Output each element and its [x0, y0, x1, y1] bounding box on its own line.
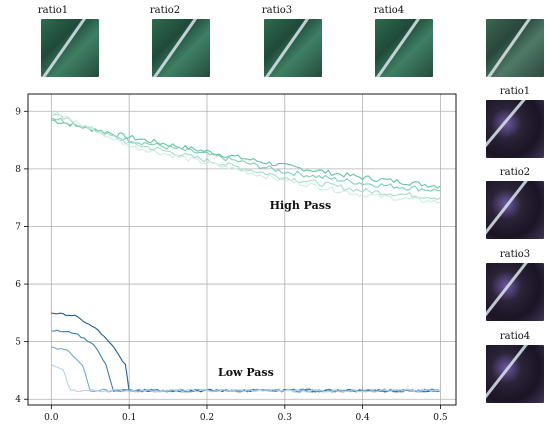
high-pass-series-line-4: [51, 111, 441, 204]
top-thumb-label-3: ratio3: [261, 5, 293, 16]
top-thumb-image-4: [375, 19, 433, 77]
top-thumb-label-4: ratio4: [373, 5, 405, 16]
top-thumb-label-2: ratio2: [149, 5, 181, 16]
line-chart: 0.0 0.1 0.2 0.3 0.4 0.5 4 5 6 7 8 9 High Pass Low Pas…: [15, 93, 457, 423]
top-thumb-label-1: ratio1: [37, 5, 69, 16]
plot-frame: [27, 93, 457, 406]
side-thumb-image-2: [486, 181, 544, 239]
x-tick-label: 0.4: [355, 413, 370, 423]
y-tick-label: 4: [15, 395, 21, 405]
high-pass-series-line-2: [51, 117, 441, 192]
chart-container: 0.0 0.1 0.2 0.3 0.4 0.5 4 5 6 7 8 9 High Pass Low Pas…: [0, 92, 470, 423]
y-tick-label: 5: [15, 338, 21, 348]
side-thumb-label-2: ratio2: [499, 167, 531, 178]
side-thumb-image-1: [486, 100, 544, 158]
top-thumb-image-2: [152, 19, 210, 77]
annotation-high-pass: High Pass: [270, 199, 332, 212]
x-tick-label: 0.5: [433, 413, 448, 423]
top-thumb-image-1: [41, 19, 99, 77]
x-tick-label: 0.0: [44, 413, 59, 423]
y-tick-label: 6: [15, 280, 21, 290]
low-pass-series-line-6: [51, 329, 441, 393]
low-pass-series-line-7: [51, 346, 441, 393]
x-tick-label: 0.3: [278, 413, 293, 423]
top-thumb-image-3: [264, 19, 322, 77]
y-tick-label: 9: [15, 107, 21, 117]
side-thumb-label-1: ratio1: [499, 86, 531, 97]
side-thumb-label-3: ratio3: [499, 249, 531, 260]
low-pass-series-line-5: [51, 312, 441, 393]
low-pass-series-line-8: [50, 363, 441, 393]
side-thumb-image-4: [486, 345, 544, 403]
x-tick-label: 0.1: [122, 413, 136, 423]
annotation-low-pass: Low Pass: [218, 366, 274, 379]
top-thumb-image-5: [486, 19, 544, 77]
x-tick-label: 0.2: [200, 413, 214, 423]
high-pass-series-line-1: [51, 119, 441, 189]
side-thumb-image-3: [486, 263, 544, 321]
side-thumb-label-4: ratio4: [499, 331, 531, 342]
y-tick-label: 8: [15, 165, 21, 175]
y-tick-label: 7: [15, 222, 21, 232]
high-pass-series-line-3: [51, 113, 441, 201]
